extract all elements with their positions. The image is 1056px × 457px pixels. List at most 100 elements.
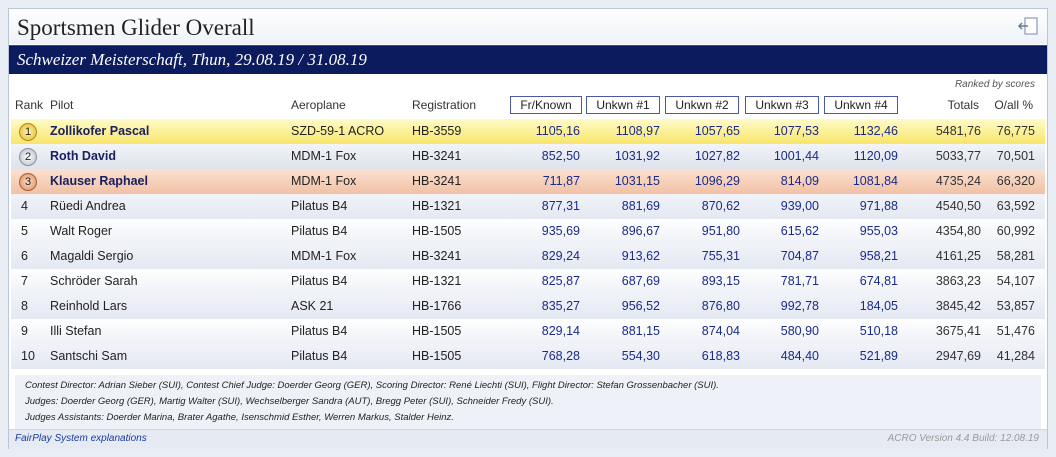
officials-line: Contest Director: Adrian Sieber (SUI), C… <box>25 380 719 391</box>
cell-fr: 935,69 <box>541 224 580 238</box>
col-unkwn4-button[interactable]: Unkwn #4 <box>824 96 898 114</box>
event-banner: Schweizer Meisterschaft, Thun, 29.08.19 … <box>9 45 1047 74</box>
cell-tot: 4354,80 <box>935 224 981 238</box>
cell-pct: 66,320 <box>996 174 1035 188</box>
table-row: 6 Magaldi Sergio MDM-1 Fox HB-3241 829,24 913… <box>11 244 1045 269</box>
cell-tot: 4540,50 <box>935 199 981 213</box>
cell-pct: 53,857 <box>996 299 1035 313</box>
judges-line: Judges: Doerder Georg (GER), Martig Walt… <box>25 396 554 407</box>
cell-fr: 768,28 <box>541 349 580 363</box>
table-row: 9 Illi Stefan Pilatus B4 HB-1505 829,14 881,1… <box>11 319 1045 344</box>
col-rank: Rank <box>15 98 44 112</box>
version-label: ACRO Version 4.4 Build: 12.08.19 <box>887 433 1039 444</box>
cell-aero: MDM-1 Fox <box>291 149 357 163</box>
cell-pilot: Klauser Raphael <box>50 174 148 188</box>
cell-u3: 992,78 <box>780 299 819 313</box>
table-row: 1 Zollikofer Pascal SZD-59-1 ACRO HB-3559 11… <box>11 119 1045 144</box>
results-panel: Sportsmen Glider Overall Schweizer Meist… <box>8 8 1048 449</box>
cell-reg: HB-1505 <box>412 349 462 363</box>
cell-tot: 5033,77 <box>935 149 981 163</box>
cell-reg: HB-1766 <box>412 299 462 313</box>
cell-u3: 580,90 <box>780 324 819 338</box>
cell-fr: 829,24 <box>541 249 580 263</box>
fairplay-link[interactable]: FairPlay System explanations <box>15 433 147 444</box>
cell-fr: 877,31 <box>541 199 580 213</box>
cell-aero: Pilatus B4 <box>291 349 348 363</box>
cell-u3: 615,62 <box>780 224 819 238</box>
cell-u4: 510,18 <box>859 324 898 338</box>
cell-u4: 1120,09 <box>853 149 898 163</box>
cell-u2: 755,31 <box>701 249 740 263</box>
cell-rank: 4 <box>21 199 28 213</box>
cell-u2: 618,83 <box>701 349 740 363</box>
cell-pilot: Zollikofer Pascal <box>50 124 150 138</box>
cell-tot: 3845,42 <box>935 299 981 313</box>
cell-pilot: Magaldi Sergio <box>50 249 134 263</box>
col-unkwn3-button[interactable]: Unkwn #3 <box>745 96 819 114</box>
cell-u1: 896,67 <box>621 224 660 238</box>
cell-u1: 881,15 <box>621 324 660 338</box>
cell-u4: 674,81 <box>859 274 898 288</box>
col-oall: O/all % <box>994 98 1033 112</box>
cell-u4: 1081,84 <box>852 174 898 188</box>
exit-icon[interactable] <box>1017 17 1039 35</box>
cell-u2: 1027,82 <box>694 149 740 163</box>
cell-pct: 58,281 <box>996 249 1035 263</box>
cell-u2: 874,04 <box>701 324 740 338</box>
cell-pilot: Roth David <box>50 149 116 163</box>
cell-u1: 1031,92 <box>614 149 660 163</box>
cell-aero: MDM-1 Fox <box>291 174 357 188</box>
col-unkwn2-button[interactable]: Unkwn #2 <box>665 96 739 114</box>
cell-u2: 876,80 <box>701 299 740 313</box>
cell-u3: 781,71 <box>780 274 819 288</box>
medal-icon: 2 <box>19 148 37 166</box>
cell-tot: 2947,69 <box>935 349 981 363</box>
cell-u4: 958,21 <box>859 249 898 263</box>
event-title: Schweizer Meisterschaft, Thun, 29.08.19 … <box>17 50 367 69</box>
table-row: 7 Schröder Sarah Pilatus B4 HB-1321 825,87 68… <box>11 269 1045 294</box>
cell-aero: Pilatus B4 <box>291 224 348 238</box>
table-row: 4 Rüedi Andrea Pilatus B4 HB-1321 877,31 881,… <box>11 194 1045 219</box>
cell-u3: 1077,53 <box>773 124 819 138</box>
ranked-note: Ranked by scores <box>954 79 1035 90</box>
cell-u4: 184,05 <box>859 299 898 313</box>
cell-u1: 1031,15 <box>614 174 660 188</box>
cell-pilot: Reinhold Lars <box>50 299 128 313</box>
cell-u2: 893,15 <box>701 274 740 288</box>
cell-u4: 971,88 <box>859 199 898 213</box>
assistants-line: Judges Assistants: Doerder Marina, Brate… <box>25 412 454 423</box>
col-aeroplane: Aeroplane <box>291 98 346 112</box>
cell-u4: 1132,46 <box>853 124 898 138</box>
cell-u1: 554,30 <box>621 349 660 363</box>
cell-reg: HB-3559 <box>412 124 462 138</box>
cell-rank: 9 <box>21 324 28 338</box>
cell-aero: ASK 21 <box>291 299 334 313</box>
table-row: 5 Walt Roger Pilatus B4 HB-1505 935,69 896,67… <box>11 219 1045 244</box>
cell-pct: 63,592 <box>996 199 1035 213</box>
cell-pilot: Illi Stefan <box>50 324 102 338</box>
cell-u2: 951,80 <box>701 224 740 238</box>
cell-tot: 4735,24 <box>935 174 981 188</box>
col-unkwn1-button[interactable]: Unkwn #1 <box>586 96 660 114</box>
cell-reg: HB-1321 <box>412 274 462 288</box>
cell-reg: HB-3241 <box>412 249 462 263</box>
cell-tot: 5481,76 <box>935 124 981 138</box>
cell-u2: 870,62 <box>701 199 740 213</box>
cell-aero: MDM-1 Fox <box>291 249 357 263</box>
col-fr-known-button[interactable]: Fr/Known <box>510 96 582 114</box>
cell-fr: 852,50 <box>541 149 580 163</box>
cell-u3: 939,00 <box>780 199 819 213</box>
table-row: 2 Roth David MDM-1 Fox HB-3241 852,50 1031,92… <box>11 144 1045 169</box>
cell-aero: Pilatus B4 <box>291 324 348 338</box>
cell-u1: 687,69 <box>621 274 660 288</box>
title-bar: Sportsmen Glider Overall <box>9 9 1047 44</box>
cell-tot: 4161,25 <box>935 249 981 263</box>
cell-reg: HB-1505 <box>412 324 462 338</box>
cell-pilot: Schröder Sarah <box>50 274 138 288</box>
cell-aero: Pilatus B4 <box>291 274 348 288</box>
table-row: 3 Klauser Raphael MDM-1 Fox HB-3241 711,87 10… <box>11 169 1045 194</box>
cell-pct: 51,476 <box>996 324 1035 338</box>
page-title: Sportsmen Glider Overall <box>17 15 255 40</box>
cell-u2: 1096,29 <box>694 174 740 188</box>
table-row: 10 Santschi Sam Pilatus B4 HB-1505 768,28 554… <box>11 344 1045 369</box>
